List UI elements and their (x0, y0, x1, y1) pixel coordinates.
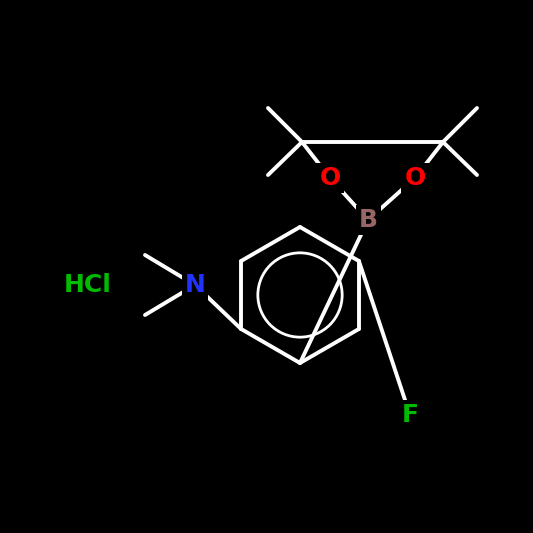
Text: N: N (184, 273, 205, 297)
Text: HCl: HCl (64, 273, 112, 297)
Text: B: B (359, 208, 377, 232)
Text: F: F (401, 403, 418, 427)
Text: O: O (405, 166, 426, 190)
Text: O: O (319, 166, 341, 190)
